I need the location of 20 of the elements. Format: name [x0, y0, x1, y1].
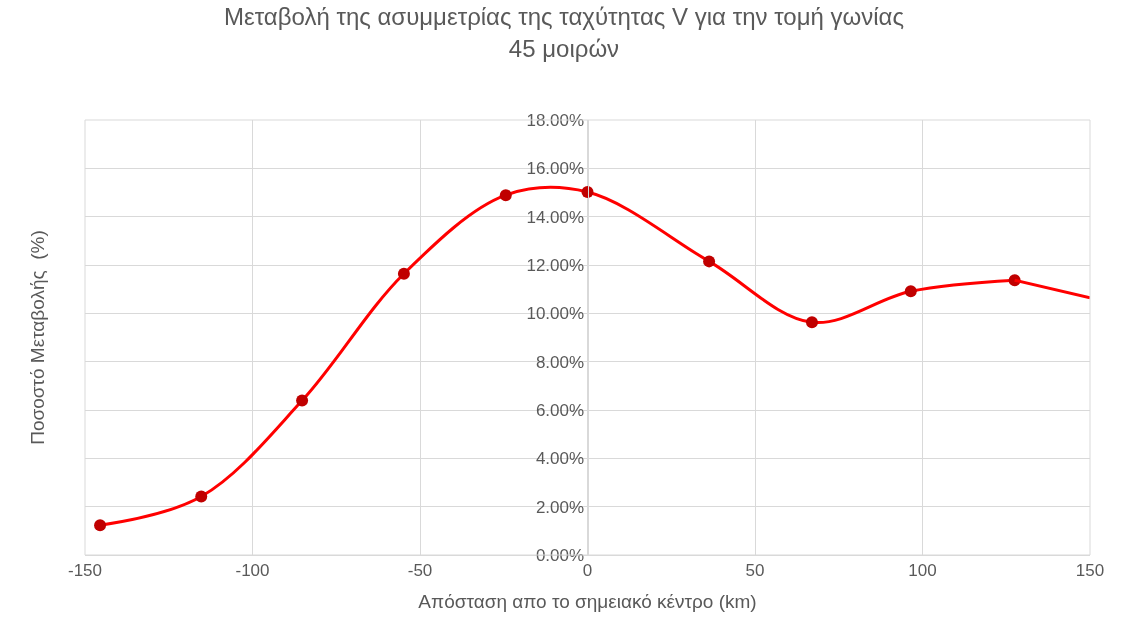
y-tick-label: 16.00% — [526, 159, 585, 179]
y-axis-title: Ποσοστό Μεταβολής (%) — [26, 230, 48, 445]
x-axis-title: Απόσταση απο το σημειακό κέντρο (km) — [418, 591, 757, 613]
y-tick-label: 0.00% — [535, 545, 585, 565]
y-tick-label: 6.00% — [535, 400, 585, 420]
y-tick-label: 4.00% — [535, 449, 585, 469]
x-tick-label: 0 — [582, 561, 593, 581]
y-tick-label: 8.00% — [535, 352, 585, 372]
chart-title: Μεταβολή της ασυμμετρίας της ταχύτητας V για την τομή γωνίας 45 μοιρών — [224, 3, 904, 62]
x-tick-label: 100 — [908, 561, 937, 581]
y-tick-label: 14.00% — [526, 207, 585, 227]
y-tick-label: 12.00% — [526, 255, 585, 275]
x-tick-label: -100 — [235, 561, 270, 581]
x-tick-label: -50 — [407, 561, 433, 581]
y-tick-label: 18.00% — [526, 110, 585, 130]
y-tick-label: 10.00% — [526, 304, 585, 324]
y-tick-label: 2.00% — [535, 497, 585, 517]
x-tick-label: 50 — [745, 561, 765, 581]
x-tick-label: 150 — [1075, 561, 1105, 581]
x-tick-label: -150 — [67, 561, 103, 581]
